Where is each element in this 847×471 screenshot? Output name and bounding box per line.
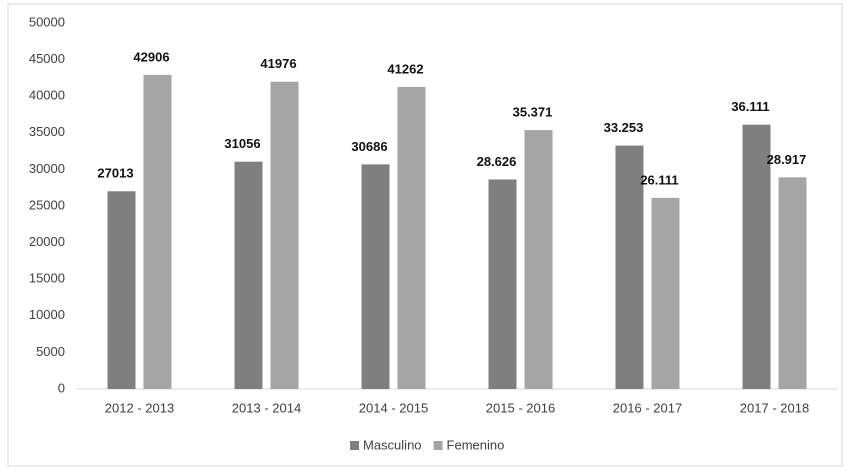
legend-label: Femenino [447,437,505,452]
x-tick-label: 2017 - 2018 [740,400,809,415]
bar [234,161,263,389]
x-tick-label: 2015 - 2016 [486,400,555,415]
data-label: 33.253 [604,120,644,135]
legend-swatch [433,441,443,450]
bar [742,124,771,389]
legend-swatch [350,441,359,450]
data-label: 26.111 [640,172,678,187]
bar [397,86,426,389]
data-label: 35.371 [513,105,553,120]
y-tick-label: 15000 [29,271,65,286]
x-tick-label: 2016 - 2017 [613,400,682,415]
y-tick-label: 50000 [29,14,65,29]
y-tick-label: 45000 [29,51,65,66]
bar [488,179,517,389]
bar [651,197,680,389]
y-tick-label: 25000 [29,197,65,212]
y-tick-label: 5000 [36,344,65,359]
y-tick-label: 20000 [29,234,65,249]
y-tick-label: 10000 [29,307,65,322]
data-label: 36.111 [731,99,769,114]
data-label: 28.917 [767,152,807,167]
legend-label: Masculino [363,437,422,452]
data-label: 31056 [224,136,260,151]
x-tick-label: 2012 - 2013 [105,400,174,415]
x-tick-label: 2013 - 2014 [232,400,301,415]
data-label: 41262 [387,61,423,76]
data-label: 41976 [260,56,296,71]
y-tick-label: 30000 [29,161,65,176]
bar [778,177,807,389]
bar [615,145,644,389]
bar [143,74,172,390]
data-label: 42906 [133,49,169,64]
y-tick-label: 0 [58,380,65,395]
bar [107,191,136,389]
x-tick-label: 2014 - 2015 [359,400,428,415]
data-label: 28.626 [477,154,517,169]
y-tick-label: 35000 [29,124,65,139]
y-tick-label: 40000 [29,88,65,103]
bar [270,81,299,389]
data-label: 27013 [97,166,133,181]
bar [524,130,553,389]
data-label: 30686 [351,139,387,154]
bar [361,164,390,389]
